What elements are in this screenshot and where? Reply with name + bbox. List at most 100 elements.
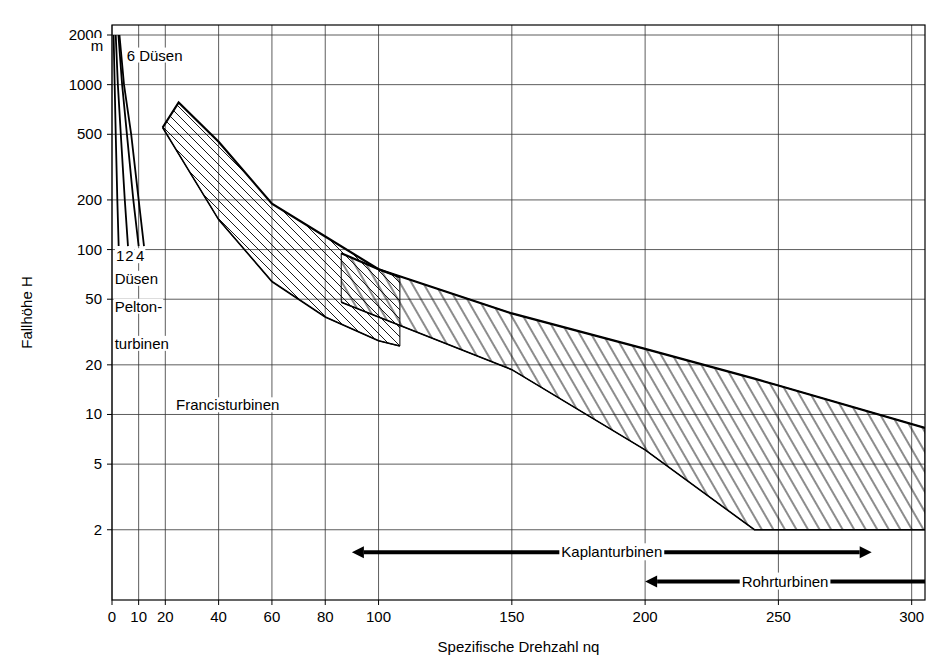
label-bg bbox=[175, 397, 280, 412]
plot-frame bbox=[112, 25, 925, 600]
annotation: Francisturbinen bbox=[175, 396, 280, 413]
pelton-line bbox=[119, 35, 144, 246]
grid-line-y bbox=[112, 134, 925, 135]
arrow-label: Kaplanturbinen bbox=[561, 543, 662, 560]
tick-x bbox=[645, 600, 646, 605]
annotation: 1 bbox=[115, 247, 125, 264]
pelton-line bbox=[118, 35, 138, 246]
tick-y bbox=[107, 84, 112, 85]
tick-label-y: 5 bbox=[94, 455, 102, 472]
tick-label-y: 50 bbox=[85, 290, 102, 307]
tick-x bbox=[778, 600, 779, 605]
axes: 2510205010020050010002000010204060801001… bbox=[69, 26, 925, 625]
grid bbox=[112, 25, 925, 600]
annotation: Düsen bbox=[114, 270, 159, 287]
annotation-text: m bbox=[91, 37, 104, 54]
annotation: turbinen bbox=[114, 335, 170, 352]
annotation-text: Düsen bbox=[115, 270, 158, 287]
tick-label-x: 150 bbox=[499, 608, 524, 625]
tick-y bbox=[107, 199, 112, 200]
tick-y bbox=[107, 134, 112, 135]
label-bg bbox=[90, 38, 105, 53]
tick-y bbox=[107, 299, 112, 300]
band-fill bbox=[341, 253, 925, 530]
grid-line-y bbox=[112, 84, 925, 85]
range-arrow: Kaplanturbinen bbox=[352, 543, 872, 560]
label-bg bbox=[114, 299, 164, 314]
annotation: 6 Düsen bbox=[126, 47, 184, 64]
label-bg bbox=[114, 336, 170, 351]
grid-line-x bbox=[271, 25, 272, 600]
annotation-text: 1 bbox=[116, 247, 124, 264]
annotation: Pelton- bbox=[114, 298, 164, 315]
grid-line-y bbox=[112, 35, 925, 36]
tick-label-x: 60 bbox=[264, 608, 281, 625]
arrow-head bbox=[645, 576, 657, 588]
tick-x bbox=[165, 600, 166, 605]
tick-x bbox=[138, 600, 139, 605]
annotation-text: Francisturbinen bbox=[176, 396, 279, 413]
annotation-text: turbinen bbox=[115, 335, 169, 352]
label-bg bbox=[126, 48, 184, 63]
annotation-text: Pelton- bbox=[115, 298, 163, 315]
tick-x bbox=[218, 600, 219, 605]
band-lower bbox=[163, 127, 400, 346]
label-bg bbox=[114, 271, 159, 286]
tick-label-x: 40 bbox=[210, 608, 227, 625]
arrow-label: Rohrturbinen bbox=[742, 573, 829, 590]
tick-label-x: 250 bbox=[766, 608, 791, 625]
annotation: 2 bbox=[124, 247, 134, 264]
band-upper bbox=[341, 253, 925, 428]
tick-y bbox=[107, 249, 112, 250]
range-arrow: Rohrturbinen bbox=[645, 573, 925, 590]
tick-x bbox=[911, 600, 912, 605]
tick-y bbox=[107, 35, 112, 36]
tick-label-x: 300 bbox=[899, 608, 924, 625]
annotation-text: 4 bbox=[136, 247, 144, 264]
tick-label-y: 1000 bbox=[69, 76, 102, 93]
tick-label-x: 200 bbox=[633, 608, 658, 625]
annotation-text: 6 Düsen bbox=[127, 47, 183, 64]
tick-y bbox=[107, 414, 112, 415]
tick-x bbox=[511, 600, 512, 605]
annotation: 4 bbox=[135, 247, 145, 264]
grid-line-y bbox=[112, 299, 925, 300]
tick-label-x: 20 bbox=[157, 608, 174, 625]
annotation-text: 2 bbox=[125, 247, 133, 264]
band-upper bbox=[163, 102, 400, 277]
label-bg bbox=[115, 248, 125, 263]
tick-label-x: 0 bbox=[108, 608, 116, 625]
tick-label-x: 10 bbox=[130, 608, 147, 625]
band-lower bbox=[341, 302, 925, 530]
tick-label-y: 2 bbox=[94, 521, 102, 538]
tick-x bbox=[112, 600, 113, 605]
label-bg bbox=[124, 248, 134, 263]
annotations: m6 Düsen124DüsenPelton-turbinenFrancistu… bbox=[90, 37, 925, 590]
label-bg bbox=[740, 573, 831, 590]
grid-line-y bbox=[112, 249, 925, 250]
tick-label-x: 100 bbox=[366, 608, 391, 625]
tick-label-y: 200 bbox=[77, 191, 102, 208]
arrow-head bbox=[860, 546, 872, 558]
grid-line-x bbox=[645, 25, 646, 600]
tick-label-y: 100 bbox=[77, 241, 102, 258]
tick-y bbox=[107, 529, 112, 530]
x-axis-title: Spezifische Drehzahl nq bbox=[438, 638, 600, 655]
data bbox=[114, 35, 925, 530]
tick-x bbox=[271, 600, 272, 605]
arrow-head bbox=[352, 546, 364, 558]
tick-x bbox=[378, 600, 379, 605]
tick-label-y: 10 bbox=[85, 405, 102, 422]
tick-y bbox=[107, 364, 112, 365]
tick-x bbox=[325, 600, 326, 605]
tick-label-y: 500 bbox=[77, 125, 102, 142]
annotation: m bbox=[90, 37, 105, 54]
tick-label-y: 20 bbox=[85, 356, 102, 373]
label-bg bbox=[135, 248, 145, 263]
y-axis-title: Fallhöhe H bbox=[18, 276, 35, 349]
grid-line-x bbox=[165, 25, 166, 600]
label-bg bbox=[559, 543, 664, 560]
tick-y bbox=[107, 464, 112, 465]
chart: 2510205010020050010002000010204060801001… bbox=[0, 0, 937, 668]
grid-line-x bbox=[218, 25, 219, 600]
